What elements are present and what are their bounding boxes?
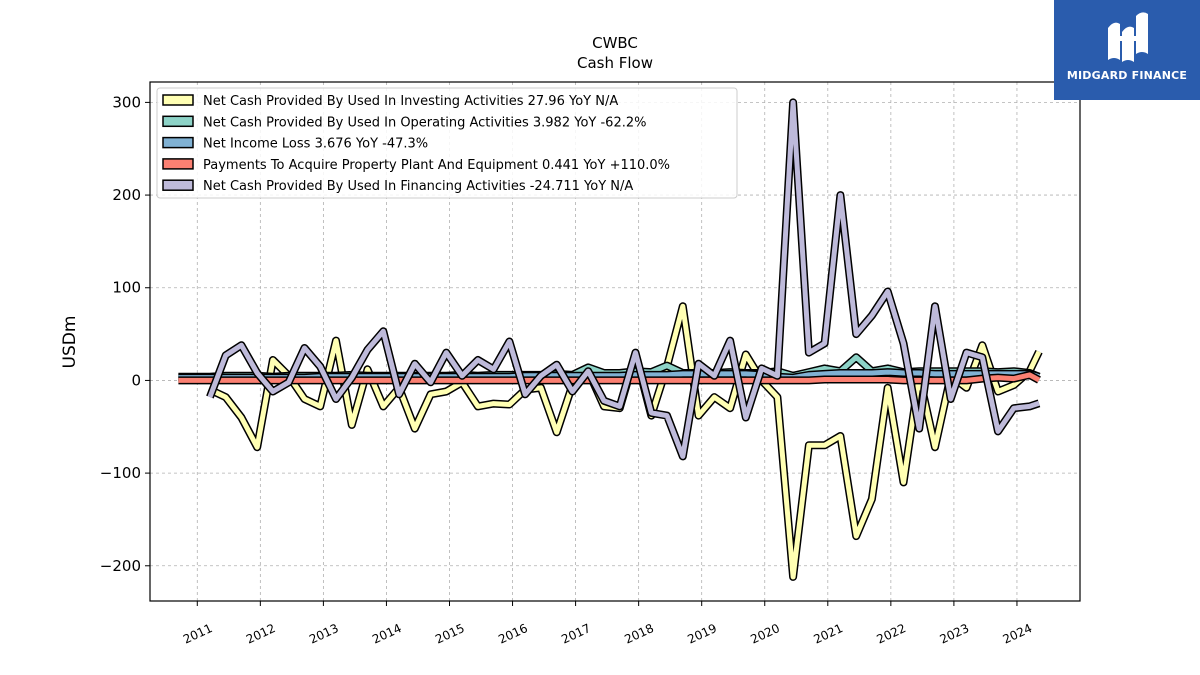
x-tick-label: 2024: [1001, 621, 1035, 647]
legend-box: [156, 87, 738, 199]
series-line: [208, 303, 1042, 580]
brand-logo: MIDGARD FINANCE: [1054, 0, 1200, 100]
logo-text: MIDGARD FINANCE: [1066, 69, 1188, 82]
x-tick-label: 2023: [938, 621, 972, 647]
y-tick-label: −100: [100, 464, 141, 482]
x-tick-label: 2018: [622, 621, 656, 647]
legend-label: Net Cash Provided By Used In Financing A…: [203, 179, 633, 194]
x-tick-label: 2022: [875, 621, 909, 647]
legend-swatch: [162, 158, 194, 170]
x-tick-label: 2012: [244, 621, 278, 647]
series-layer: [178, 98, 1043, 581]
legend-swatch: [162, 136, 194, 149]
chart-title: CWBC: [592, 34, 638, 52]
series-line: [207, 99, 1040, 459]
x-tick-label: 2016: [496, 621, 530, 647]
y-axis-label: USDm: [60, 316, 80, 369]
x-tick-label: 2017: [559, 621, 593, 647]
y-tick-label: 0: [131, 371, 141, 389]
plot-frame: [149, 81, 1081, 602]
y-tick-label: 100: [112, 279, 141, 297]
legend: Net Cash Provided By Used In Investing A…: [156, 87, 738, 199]
y-tick-label: 300: [112, 93, 141, 111]
legend-label: Net Cash Provided By Used In Operating A…: [203, 115, 646, 130]
legend-swatch: [162, 179, 194, 191]
x-tick-label: 2020: [748, 621, 782, 647]
series-5: [206, 98, 1041, 461]
legend-label: Payments To Acquire Property Plant And E…: [203, 158, 670, 173]
x-tick-label: 2011: [181, 621, 215, 647]
chart-subtitle: Cash Flow: [577, 54, 653, 72]
x-tick-label: 2015: [433, 621, 467, 647]
legend-swatch: [162, 94, 194, 106]
legend-label: Net Income Loss 3.676 YoY -47.3%: [203, 137, 428, 152]
x-tick-label: 2014: [370, 621, 404, 647]
x-tick-label: 2013: [307, 621, 341, 647]
logo-mark-icon: [1108, 12, 1148, 63]
legend-swatch: [162, 115, 194, 128]
y-tick-label: 200: [112, 186, 141, 204]
y-tick-label: −200: [100, 557, 141, 575]
legend-label: Net Cash Provided By Used In Investing A…: [203, 94, 618, 109]
x-tick-label: 2019: [685, 621, 719, 647]
series-1: [208, 302, 1043, 581]
x-tick-label: 2021: [811, 621, 845, 647]
